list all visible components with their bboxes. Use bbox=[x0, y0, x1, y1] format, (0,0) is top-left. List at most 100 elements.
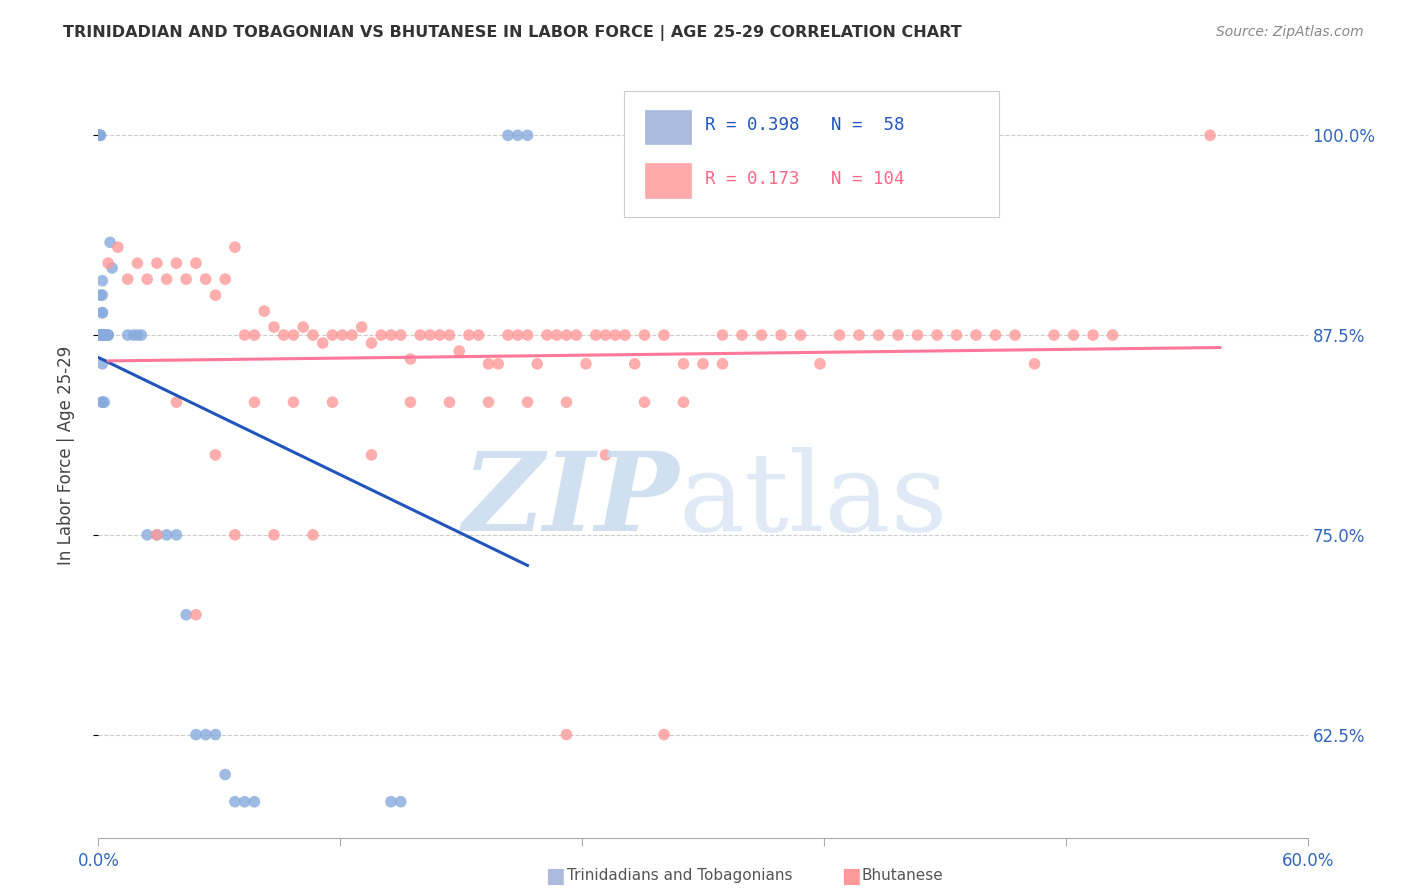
Point bbox=[117, 328, 139, 343]
Point bbox=[127, 256, 149, 270]
Point bbox=[146, 528, 169, 542]
Point bbox=[204, 448, 226, 462]
Point bbox=[204, 728, 226, 742]
Text: ZIP: ZIP bbox=[463, 447, 679, 555]
Point bbox=[575, 357, 598, 371]
Point bbox=[214, 272, 236, 286]
Point bbox=[945, 328, 967, 343]
Point bbox=[555, 728, 578, 742]
Point bbox=[97, 256, 120, 270]
Text: Source: ZipAtlas.com: Source: ZipAtlas.com bbox=[1216, 25, 1364, 39]
Text: Trinidadians and Tobagonians: Trinidadians and Tobagonians bbox=[567, 869, 792, 883]
Text: ■: ■ bbox=[841, 866, 860, 886]
Point bbox=[146, 528, 169, 542]
Point bbox=[389, 328, 412, 343]
Point bbox=[156, 528, 179, 542]
Point bbox=[96, 328, 118, 343]
Point bbox=[184, 256, 207, 270]
Point bbox=[87, 128, 110, 143]
Point bbox=[769, 328, 792, 343]
Point bbox=[91, 328, 114, 343]
FancyBboxPatch shape bbox=[645, 163, 690, 198]
Point bbox=[419, 328, 441, 343]
FancyBboxPatch shape bbox=[645, 110, 690, 145]
Point bbox=[467, 328, 489, 343]
Point bbox=[91, 395, 114, 409]
Point bbox=[449, 344, 471, 359]
Point bbox=[506, 128, 529, 143]
Text: TRINIDADIAN AND TOBAGONIAN VS BHUTANESE IN LABOR FORCE | AGE 25-29 CORRELATION C: TRINIDADIAN AND TOBAGONIAN VS BHUTANESE … bbox=[63, 25, 962, 41]
Point bbox=[214, 767, 236, 781]
Point bbox=[91, 306, 114, 320]
Point bbox=[312, 336, 335, 351]
Point bbox=[273, 328, 295, 343]
Point bbox=[91, 328, 114, 343]
Point bbox=[711, 357, 734, 371]
Point bbox=[243, 795, 266, 809]
Point bbox=[360, 448, 382, 462]
Point bbox=[672, 357, 695, 371]
Point bbox=[93, 328, 115, 343]
Point bbox=[731, 328, 754, 343]
Point bbox=[89, 128, 111, 143]
Point bbox=[486, 357, 509, 371]
Point bbox=[380, 795, 402, 809]
Point bbox=[711, 328, 734, 343]
Point bbox=[263, 528, 285, 542]
Point bbox=[536, 328, 558, 343]
Point bbox=[89, 328, 111, 343]
Point bbox=[789, 328, 811, 343]
Point bbox=[194, 728, 217, 742]
FancyBboxPatch shape bbox=[624, 91, 1000, 217]
Point bbox=[184, 728, 207, 742]
Point bbox=[965, 328, 987, 343]
Point bbox=[751, 328, 773, 343]
Point bbox=[330, 328, 353, 343]
Point bbox=[360, 336, 382, 351]
Point bbox=[91, 328, 114, 343]
Point bbox=[496, 328, 519, 343]
Text: ■: ■ bbox=[546, 866, 565, 886]
Point bbox=[1081, 328, 1104, 343]
Point bbox=[224, 528, 246, 542]
Text: R = 0.398   N =  58: R = 0.398 N = 58 bbox=[706, 116, 905, 134]
Point bbox=[224, 795, 246, 809]
Point bbox=[127, 328, 149, 343]
Point bbox=[91, 395, 114, 409]
Point bbox=[283, 328, 305, 343]
Point bbox=[887, 328, 910, 343]
Point bbox=[93, 328, 115, 343]
Point bbox=[389, 795, 412, 809]
Point bbox=[496, 128, 519, 143]
Point bbox=[984, 328, 1007, 343]
Point bbox=[283, 395, 305, 409]
Point bbox=[87, 128, 110, 143]
Point bbox=[184, 607, 207, 622]
Point bbox=[614, 328, 637, 343]
Point bbox=[516, 128, 538, 143]
Point bbox=[165, 395, 187, 409]
Point bbox=[907, 328, 929, 343]
Point bbox=[165, 528, 187, 542]
Point bbox=[91, 274, 114, 288]
Point bbox=[91, 357, 114, 371]
Point bbox=[233, 795, 256, 809]
Point bbox=[1199, 128, 1222, 143]
Point bbox=[439, 395, 461, 409]
Point bbox=[96, 328, 118, 343]
Point bbox=[808, 357, 831, 371]
Point bbox=[174, 607, 197, 622]
Point bbox=[89, 128, 111, 143]
Point bbox=[409, 328, 432, 343]
Point bbox=[87, 128, 110, 143]
Point bbox=[1101, 328, 1123, 343]
Point bbox=[174, 272, 197, 286]
Point bbox=[263, 320, 285, 334]
Point bbox=[1004, 328, 1026, 343]
Point bbox=[243, 328, 266, 343]
Point bbox=[93, 328, 115, 343]
Point bbox=[633, 328, 655, 343]
Point bbox=[399, 352, 422, 367]
Y-axis label: In Labor Force | Age 25-29: In Labor Force | Age 25-29 bbox=[56, 345, 75, 565]
Point bbox=[1063, 328, 1085, 343]
